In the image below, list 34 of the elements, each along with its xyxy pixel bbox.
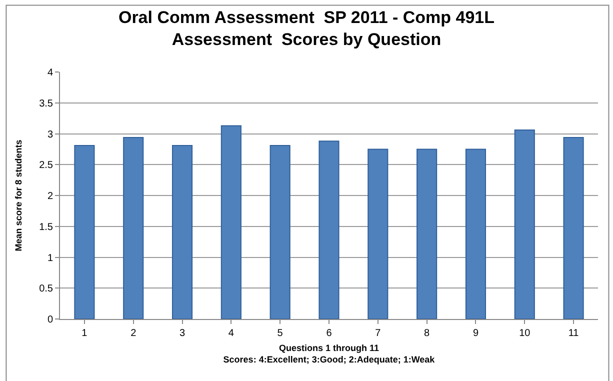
x-tick-label: 6: [326, 328, 332, 339]
x-axis-title: Questions 1 through 11 Scores: 4:Excellent; 3:Good; 2:Adequate; 1:Weak: [223, 342, 436, 364]
bar: [123, 136, 144, 319]
y-tick-label: 3.5: [39, 98, 54, 110]
bar: [416, 148, 438, 319]
bar: [220, 125, 242, 319]
x-tick-label: 5: [277, 328, 284, 339]
y-tick-label: 2.5: [39, 160, 54, 172]
x-tick-label: 3: [179, 328, 186, 339]
y-axis-title: Mean score for 8 students: [13, 140, 24, 252]
chart-title: Oral Comm Assessment SP 2011 - Comp 491L Assessment Scores by Question: [118, 8, 495, 49]
x-tick-label: 8: [424, 328, 430, 339]
y-tick-label: 1.5: [39, 222, 54, 233]
bar: [514, 130, 535, 319]
bar: [368, 148, 388, 319]
x-tick-label: 9: [472, 328, 479, 339]
bar: [74, 144, 95, 319]
y-tick-label: 0.5: [39, 284, 54, 295]
y-tick-label: 3: [47, 129, 54, 140]
bar: [172, 144, 193, 319]
bar: [270, 144, 290, 319]
x-tick-label: 2: [130, 328, 137, 339]
x-tick-label: 4: [228, 328, 234, 339]
bar: [465, 148, 486, 319]
y-tick-label: 2: [47, 191, 54, 202]
x-tick-label: 1: [82, 328, 88, 339]
x-tick-label: 11: [568, 328, 580, 339]
bar: [563, 136, 584, 319]
y-tick-label: 4: [47, 68, 54, 78]
x-tick-label: 10: [519, 328, 531, 339]
x-tick-label: 7: [375, 328, 382, 339]
y-tick-label: 1: [47, 252, 54, 264]
bar: [318, 140, 340, 319]
y-tick-label: 0: [47, 314, 54, 326]
